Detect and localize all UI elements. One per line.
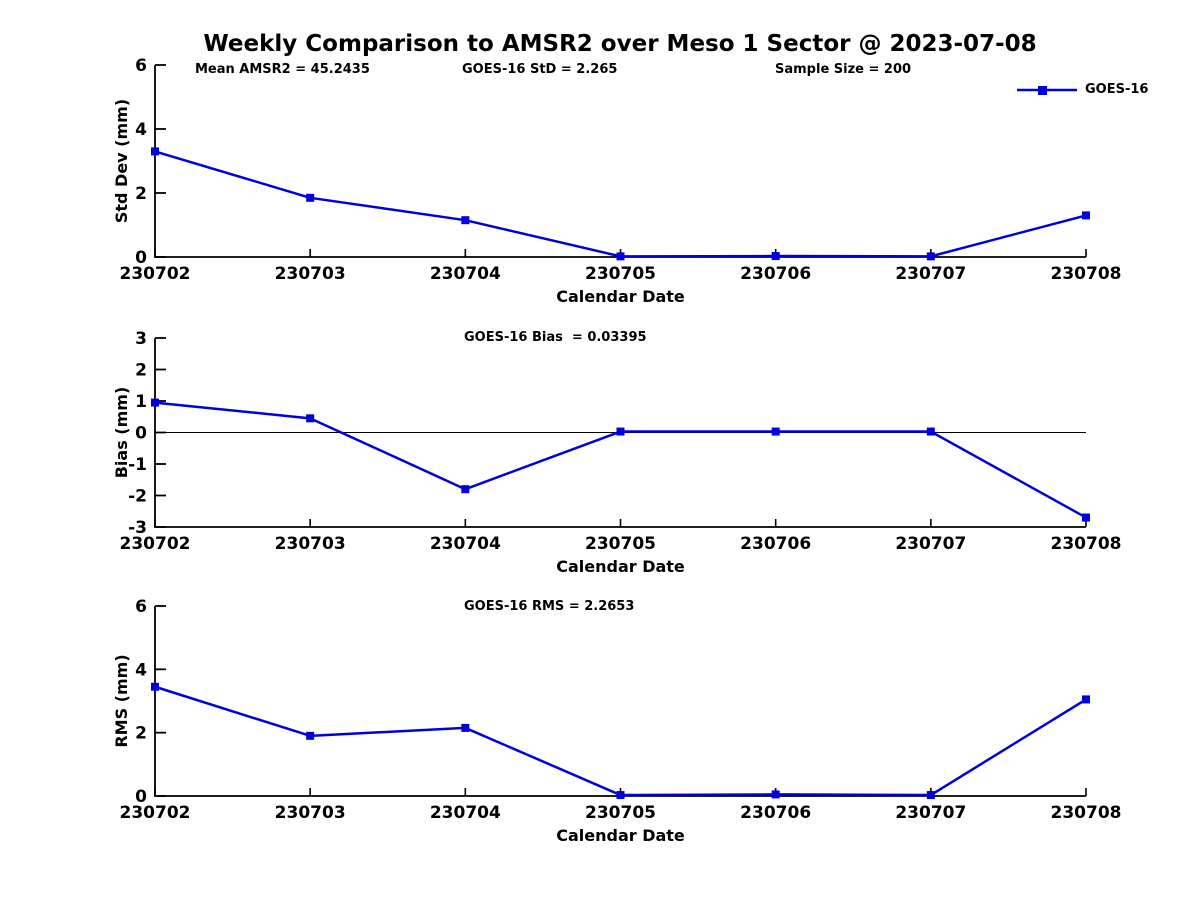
bias-series-line <box>154 401 1087 519</box>
stddev-xtick-label: 230707 <box>895 264 966 284</box>
stddev-data-marker <box>616 252 625 261</box>
bias-xtick-label: 230703 <box>275 534 346 554</box>
bias-xtick-label: 230702 <box>120 534 191 554</box>
bias-data-marker <box>151 398 159 407</box>
bias-data-marker <box>1082 513 1090 522</box>
rms-xtick-label: 230705 <box>585 803 656 823</box>
bias-ytick-label: -2 <box>128 487 147 507</box>
bias-data-marker <box>771 427 780 436</box>
stddev-data-marker <box>461 216 470 225</box>
rms-series-line <box>154 685 1087 797</box>
stddev-xtick-label: 230703 <box>275 264 346 284</box>
stddev-xlabel: Calendar Date <box>556 287 685 306</box>
rms-ylabel: RMS (mm) <box>112 654 131 747</box>
rms-data-marker <box>1082 695 1090 704</box>
stddev-data-marker <box>151 147 159 156</box>
bias-ytick-label: -3 <box>128 518 147 538</box>
stddev-xtick-label: 230706 <box>740 264 811 284</box>
rms-data-marker <box>771 790 780 799</box>
stddev-xtick-label: 230708 <box>1051 264 1122 284</box>
bias-data-marker <box>461 485 470 494</box>
rms-xtick-label: 230702 <box>120 803 191 823</box>
legend-square-marker <box>1038 85 1047 95</box>
rms-xtick-label: 230704 <box>430 803 501 823</box>
annotation-mean-amsr2: Mean AMSR2 = 45.2435 <box>195 62 370 77</box>
rms-xtick-label: 230703 <box>275 803 346 823</box>
rms-ytick-label: 0 <box>135 787 147 807</box>
bias-chart: -3 -2 -1 0 1 2 3 230702 230703 230704 230705 230706… <box>112 329 1121 576</box>
stddev-data-marker <box>771 252 780 261</box>
stddev-ytick-label: 0 <box>135 248 147 268</box>
bias-data-marker <box>306 414 315 423</box>
rms-axis <box>154 606 1086 797</box>
rms-xlabel: Calendar Date <box>556 826 685 845</box>
bias-ytick-label: 1 <box>135 392 147 412</box>
annotation-sample-size: Sample Size = 200 <box>775 62 912 77</box>
legend: GOES-16 <box>1016 82 1148 97</box>
bias-ytick-label: 3 <box>135 329 147 349</box>
rms-data-marker <box>616 791 625 800</box>
rms-data-marker <box>151 682 159 691</box>
rms-chart: 0 2 4 6 230702 230703 230704 230705 230706 230707… <box>112 597 1121 845</box>
stddev-data-marker <box>1082 211 1090 220</box>
stddev-xtick-label: 230702 <box>120 264 191 284</box>
bias-ytick-label: -1 <box>128 455 147 475</box>
stddev-xtick-label: 230704 <box>430 264 501 284</box>
rms-xtick-label: 230708 <box>1051 803 1122 823</box>
bias-ytick-label: 2 <box>135 361 147 381</box>
annotation-goes16-bias: GOES-16 Bias = 0.03395 <box>464 330 647 345</box>
bias-data-marker <box>616 427 625 436</box>
legend-label: GOES-16 <box>1085 82 1149 97</box>
stddev-chart: 0 2 4 6 230702 230703 230704 230705 230706 230707… <box>112 56 1121 306</box>
stddev-series-line <box>154 150 1087 258</box>
stddev-ylabel: Std Dev (mm) <box>112 99 131 223</box>
bias-ytick-label: 0 <box>135 424 147 444</box>
bias-xtick-label: 230707 <box>895 534 966 554</box>
bias-xtick-label: 230704 <box>430 534 501 554</box>
stddev-ytick-label: 2 <box>135 184 147 204</box>
rms-xtick-label: 230707 <box>895 803 966 823</box>
chart-title: Weekly Comparison to AMSR2 over Meso 1 S… <box>203 31 1037 57</box>
bias-xtick-label: 230706 <box>740 534 811 554</box>
stddev-ytick-label: 4 <box>135 120 147 140</box>
bias-xtick-label: 230705 <box>585 534 656 554</box>
stddev-xtick-label: 230705 <box>585 264 656 284</box>
rms-data-marker <box>306 731 315 740</box>
rms-ytick-label: 2 <box>135 724 147 744</box>
stddev-ytick-label: 6 <box>135 56 147 76</box>
rms-xtick-label: 230706 <box>740 803 811 823</box>
stddev-data-marker <box>926 252 935 261</box>
bias-xtick-label: 230708 <box>1051 534 1122 554</box>
rms-data-marker <box>926 791 935 800</box>
bias-xlabel: Calendar Date <box>556 557 685 576</box>
rms-ytick-label: 6 <box>135 597 147 617</box>
stddev-axis <box>154 65 1086 258</box>
rms-data-marker <box>461 723 470 732</box>
rms-ytick-label: 4 <box>135 660 147 680</box>
legend-line-icon <box>1017 85 1077 95</box>
annotation-goes16-std: GOES-16 StD = 2.265 <box>462 62 618 77</box>
bias-ylabel: Bias (mm) <box>112 387 131 479</box>
annotation-goes16-rms: GOES-16 RMS = 2.2653 <box>464 599 635 614</box>
bias-data-marker <box>926 427 935 436</box>
stddev-data-marker <box>306 193 315 202</box>
